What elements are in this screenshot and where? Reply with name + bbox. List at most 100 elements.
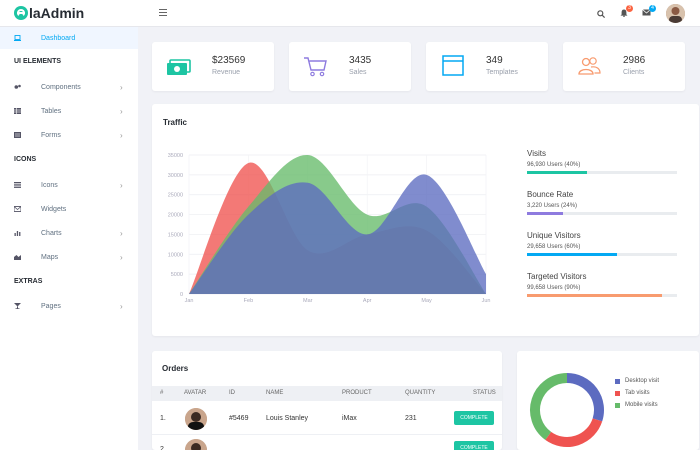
area-series-3 — [189, 174, 486, 294]
x-tick-label: Mar — [303, 298, 313, 304]
x-tick-label: Jun — [482, 298, 491, 304]
traffic-card: Traffic 35000 30000 25000 20000 15000 10000 50… — [152, 104, 699, 336]
stat-value: 2986 — [623, 55, 646, 66]
y-tick-label: 20000 — [168, 213, 183, 219]
metric-value: 3,220 Users (24%) — [527, 203, 578, 209]
sidebar-item-widgets[interactable]: Widgets — [0, 198, 138, 220]
metric-value: 29,658 Users (60%) — [527, 244, 581, 250]
customer-avatar — [185, 408, 207, 430]
chevron-right-icon: › — [120, 106, 123, 116]
sidebar-item-label: Forms — [41, 131, 61, 139]
metric-bar — [527, 171, 677, 174]
quantity: 231 — [405, 415, 417, 422]
y-tick-label: 35000 — [168, 153, 183, 159]
area-chart-icon — [14, 255, 21, 260]
glass-icon — [14, 303, 21, 309]
legend-swatch — [615, 378, 620, 384]
y-tick-label: 25000 — [168, 193, 183, 199]
metric-name: Unique Visitors — [527, 231, 581, 240]
messages-button[interactable]: 4 — [642, 5, 656, 17]
users-icon — [578, 57, 601, 75]
stat-card-clients: 2986 Clients — [563, 42, 685, 91]
legend-desktop: Desktop visit — [615, 378, 659, 384]
app-logo[interactable]: laAdmin — [14, 5, 84, 21]
notifications-button[interactable]: 3 — [620, 5, 633, 18]
sidebar-item-icons[interactable]: Icons › — [0, 174, 138, 196]
sidebar-item-maps[interactable]: Maps › — [0, 246, 138, 268]
x-tick-label: Jan — [185, 298, 194, 304]
legend-label: Tab visits — [625, 390, 650, 396]
order-id: #5469 — [229, 415, 249, 422]
stat-card-revenue: $23569 Revenue — [152, 42, 274, 91]
sidebar-item-label: Icons — [41, 181, 58, 189]
legend-tab: Tab visits — [615, 390, 650, 396]
y-tick-label: 15000 — [168, 232, 183, 238]
metric-bar — [527, 294, 677, 297]
section-icons: ICONS — [14, 156, 37, 163]
bar-chart-icon — [14, 231, 21, 236]
notifications-badge: 3 — [626, 5, 633, 12]
metric-bar-fill — [527, 212, 563, 215]
metric-bar — [527, 253, 677, 256]
legend-mobile: Mobile visits — [615, 402, 658, 408]
column-header: # — [160, 390, 164, 396]
browser-icon — [442, 55, 464, 76]
table-icon — [14, 108, 21, 114]
metric-targeted-visitors: Targeted Visitors 99,658 Users (90%) — [527, 272, 677, 297]
status-badge[interactable]: COMPLETE — [454, 441, 494, 450]
messages-badge: 4 — [649, 5, 656, 12]
column-header: ID — [229, 390, 235, 396]
column-header: AVATAR — [184, 390, 207, 396]
column-header: NAME — [266, 390, 284, 396]
sidebar-item-charts[interactable]: Charts › — [0, 222, 138, 244]
sidebar-item-components[interactable]: Components › — [0, 76, 138, 98]
menu-toggle-icon[interactable] — [159, 9, 167, 16]
sidebar: Dashboard UI ELEMENTS Components › Table… — [0, 27, 138, 450]
stat-value: $23569 — [212, 55, 246, 66]
chevron-right-icon: › — [120, 228, 123, 238]
form-icon — [14, 132, 21, 138]
money-icon — [167, 59, 191, 75]
y-tick-label: 30000 — [168, 173, 183, 179]
column-header: QUANTITY — [405, 390, 436, 396]
customer-avatar — [185, 439, 207, 450]
orders-title: Orders — [162, 364, 189, 373]
metric-name: Visits — [527, 149, 546, 158]
sidebar-item-tables[interactable]: Tables › — [0, 100, 138, 122]
logo-mark — [14, 6, 28, 20]
y-tick-label: 5000 — [171, 272, 183, 278]
metric-bar-fill — [527, 253, 617, 256]
stat-card-sales: 3435 Sales — [289, 42, 411, 91]
x-tick-label: Apr — [363, 298, 372, 304]
status-badge[interactable]: COMPLETE — [454, 411, 494, 425]
chevron-right-icon: › — [120, 130, 123, 140]
x-tick-label: May — [421, 298, 432, 304]
logo-text: laAdmin — [29, 5, 85, 21]
column-header: STATUS — [473, 390, 496, 396]
metric-bar-fill — [527, 171, 587, 174]
legend-swatch — [615, 390, 620, 396]
user-avatar[interactable] — [666, 4, 685, 23]
sidebar-item-dashboard[interactable]: Dashboard — [0, 27, 138, 49]
sidebar-item-forms[interactable]: Forms › — [0, 124, 138, 146]
donut-slice-1 — [566, 373, 604, 422]
metric-visits: Visits 96,930 Users (40%) — [527, 149, 677, 174]
chevron-right-icon: › — [120, 82, 123, 92]
list-icon — [14, 182, 21, 188]
cogs-icon — [14, 84, 21, 89]
donut-slice-2 — [545, 418, 603, 447]
section-extras: EXTRAS — [14, 278, 43, 285]
chevron-right-icon: › — [120, 180, 123, 190]
metric-name: Targeted Visitors — [527, 272, 587, 281]
sidebar-item-label: Charts — [41, 229, 62, 237]
stat-label: Templates — [486, 69, 518, 76]
metric-bar — [527, 212, 677, 215]
chevron-right-icon: › — [120, 252, 123, 262]
sidebar-item-pages[interactable]: Pages › — [0, 295, 138, 317]
traffic-title: Traffic — [163, 118, 188, 127]
stat-label: Clients — [623, 69, 645, 76]
order-num: 1. — [160, 415, 166, 422]
legend-label: Mobile visits — [625, 402, 658, 408]
search-icon[interactable] — [597, 10, 605, 18]
